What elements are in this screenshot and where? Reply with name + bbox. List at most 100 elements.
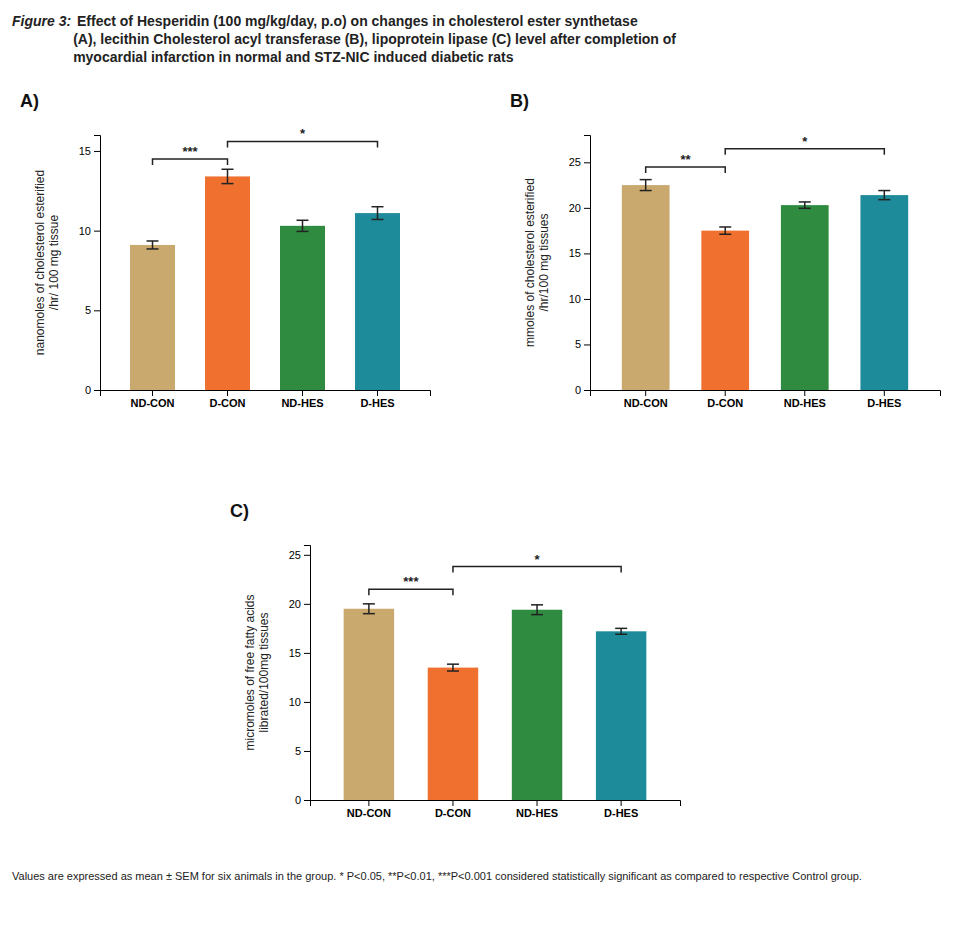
tick-mark bbox=[584, 208, 590, 209]
tick-mark bbox=[377, 390, 378, 396]
title-label: Figure 3: bbox=[12, 13, 71, 29]
bar bbox=[344, 609, 394, 800]
tick-label: 0 bbox=[575, 384, 581, 396]
tick-label: 10 bbox=[79, 225, 91, 237]
tick-mark bbox=[804, 390, 805, 396]
tick-label: D-CON bbox=[707, 397, 743, 409]
error-bar-cap bbox=[640, 179, 652, 181]
error-bar-cap bbox=[719, 226, 731, 228]
tick-label: 0 bbox=[85, 384, 91, 396]
y-tick: 20 bbox=[289, 598, 310, 610]
error-bar bbox=[447, 664, 459, 671]
significance-bracket bbox=[453, 567, 621, 573]
marks bbox=[344, 604, 647, 800]
tick-mark bbox=[621, 800, 622, 806]
tick-label: 10 bbox=[569, 293, 581, 305]
significance-bracket bbox=[228, 141, 378, 147]
error-bar-cap bbox=[719, 234, 731, 236]
error-bar-stem bbox=[724, 227, 726, 234]
y-tick: 25 bbox=[289, 549, 310, 561]
y-tick: 15 bbox=[79, 145, 100, 157]
error-bar-cap bbox=[615, 628, 627, 630]
tick-label: ND-CON bbox=[624, 397, 668, 409]
x-tick: D-HES bbox=[867, 390, 901, 409]
error-bar-stem bbox=[452, 664, 454, 671]
error-bar bbox=[531, 605, 543, 615]
error-bar bbox=[799, 202, 811, 208]
significance-bracket bbox=[369, 589, 453, 595]
tick-label: 5 bbox=[85, 304, 91, 316]
title-line: Effect of Hesperidin (100 mg/kg/day, p.o… bbox=[73, 13, 638, 29]
y-tick: 20 bbox=[569, 202, 590, 214]
y-label-line: librated/100mg tissues bbox=[257, 612, 271, 732]
y-label-line: /hr/ 100 mg tissue bbox=[47, 214, 61, 310]
tick-mark bbox=[227, 390, 228, 396]
tick-label: ND-HES bbox=[516, 807, 558, 819]
error-bar-stem bbox=[152, 241, 154, 249]
significance-bracket bbox=[725, 149, 884, 155]
title-line: myocardial infarction in normal and STZ-… bbox=[73, 49, 514, 65]
y-tick: 0 bbox=[575, 384, 590, 396]
error-bar-cap bbox=[222, 169, 234, 171]
bar bbox=[860, 195, 908, 390]
error-bar bbox=[297, 220, 309, 231]
y-axis: 0510152025 bbox=[569, 136, 591, 397]
axis-line bbox=[101, 391, 431, 397]
y-tick: 5 bbox=[295, 745, 310, 757]
error-bar bbox=[719, 227, 731, 234]
tick-label: 10 bbox=[289, 696, 301, 708]
tick-label: 15 bbox=[79, 145, 91, 157]
tick-label: ND-CON bbox=[347, 807, 391, 819]
x-tick: ND-HES bbox=[516, 800, 558, 819]
tick-label: 25 bbox=[289, 549, 301, 561]
error-bar-cap bbox=[147, 248, 159, 250]
bar bbox=[622, 185, 670, 390]
y-tick: 10 bbox=[289, 696, 310, 708]
y-tick: 5 bbox=[85, 304, 100, 316]
error-bar-stem bbox=[377, 207, 379, 220]
title-line: (A), lecithin Cholesterol acyl transfera… bbox=[73, 31, 676, 47]
panel-label: C) bbox=[230, 501, 249, 521]
tick-label: 5 bbox=[575, 338, 581, 350]
marks bbox=[130, 169, 400, 390]
error-bar-cap bbox=[640, 190, 652, 192]
error-bar bbox=[615, 628, 627, 634]
error-bar-cap bbox=[222, 183, 234, 185]
error-bar-cap bbox=[297, 220, 309, 222]
tick-mark bbox=[725, 390, 726, 396]
bar bbox=[512, 610, 562, 800]
bar bbox=[130, 245, 175, 390]
y-tick: 10 bbox=[569, 293, 590, 305]
error-bar-cap bbox=[878, 190, 890, 192]
tick-mark bbox=[152, 390, 153, 396]
y-axis: 0510152025 bbox=[289, 546, 311, 807]
significance-label: ** bbox=[680, 152, 691, 167]
x-axis: ND-COND-CONND-HESD-HES bbox=[591, 390, 941, 409]
bar bbox=[355, 213, 400, 390]
error-bar bbox=[878, 191, 890, 200]
tick-label: D-HES bbox=[604, 807, 638, 819]
x-tick: D-CON bbox=[435, 800, 471, 819]
y-tick: 5 bbox=[575, 338, 590, 350]
x-tick: D-HES bbox=[604, 800, 638, 819]
figure: Figure 3: Effect of Hesperidin (100 mg/k… bbox=[0, 0, 971, 927]
error-bar-cap bbox=[447, 670, 459, 672]
error-bar-stem bbox=[620, 628, 622, 634]
tick-mark bbox=[368, 800, 369, 806]
significance-bracket bbox=[153, 159, 228, 165]
x-tick: ND-CON bbox=[347, 800, 391, 819]
error-bar bbox=[640, 180, 652, 191]
tick-mark bbox=[584, 253, 590, 254]
tick-mark bbox=[584, 344, 590, 345]
error-bar-cap bbox=[372, 219, 384, 221]
bar bbox=[701, 231, 749, 390]
error-bar-stem bbox=[536, 605, 538, 615]
tick-mark bbox=[304, 604, 310, 605]
x-axis: ND-CON D-CON ND-HES D-HES bbox=[311, 800, 681, 819]
panel-label: B) bbox=[510, 91, 529, 111]
tick-label: 15 bbox=[569, 247, 581, 259]
bar bbox=[205, 176, 250, 390]
error-bar-cap bbox=[372, 206, 384, 208]
tick-mark bbox=[304, 653, 310, 654]
tick-mark bbox=[94, 390, 100, 391]
